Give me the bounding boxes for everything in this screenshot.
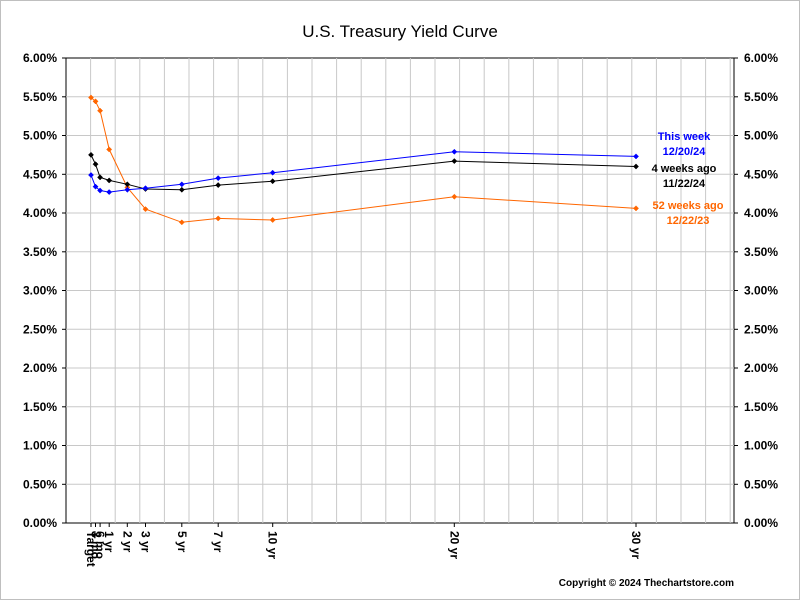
left-y-tick-label: 0.00% [23, 516, 57, 530]
legend-4-weeks-ago-name: 4 weeks ago [652, 163, 717, 175]
x-tick-label: 10 yr [266, 531, 280, 559]
right-y-tick-label: 4.00% [744, 206, 778, 220]
point-52-weeks-ago-5 [142, 206, 149, 213]
legend-52-weeks-ago-date: 12/22/23 [667, 215, 710, 227]
x-tick-label: 20 yr [447, 531, 461, 559]
left-y-tick-label: 2.50% [23, 322, 57, 336]
point-52-weeks-ago-6 [178, 219, 185, 226]
point-4-weeks-ago-6 [178, 186, 185, 193]
right-y-tick-label: 6.00% [744, 51, 778, 65]
point-this-week-2 [97, 187, 104, 194]
right-y-tick-label: 4.50% [744, 167, 778, 181]
point-52-weeks-ago-0 [88, 94, 94, 101]
point-this-week-1 [92, 183, 99, 190]
x-tick-label: 7 yr [211, 531, 225, 553]
x-tick-label: Target [84, 531, 98, 567]
right-y-tick-label: 1.00% [744, 439, 778, 453]
point-this-week-8 [269, 169, 276, 176]
point-52-weeks-ago-10 [633, 205, 639, 212]
point-4-weeks-ago-8 [269, 178, 276, 185]
left-y-tick-label: 3.50% [23, 245, 57, 259]
point-4-weeks-ago-7 [215, 182, 222, 189]
x-tick-label: 30 yr [629, 531, 643, 559]
point-4-weeks-ago-1 [92, 161, 99, 168]
point-this-week-7 [215, 175, 222, 182]
left-y-tick-label: 4.50% [23, 167, 57, 181]
x-tick-label: 3 yr [139, 531, 153, 553]
left-y-tick-label: 0.50% [23, 477, 57, 491]
left-y-tick-label: 5.50% [23, 90, 57, 104]
left-y-tick-label: 5.00% [23, 129, 57, 143]
right-y-tick-label: 3.00% [744, 284, 778, 298]
point-52-weeks-ago-9 [451, 193, 458, 200]
point-4-weeks-ago-3 [106, 177, 113, 184]
point-4-weeks-ago-10 [633, 163, 639, 170]
point-this-week-10 [633, 153, 639, 160]
x-tick-label: 3 mo [89, 531, 103, 559]
grid-layer [65, 57, 735, 524]
left-y-tick-label: 1.00% [23, 439, 57, 453]
point-52-weeks-ago-7 [215, 215, 222, 222]
right-y-tick-label: 2.00% [744, 361, 778, 375]
legend-4-weeks-ago-date: 11/22/24 [663, 178, 706, 190]
point-52-weeks-ago-8 [269, 217, 276, 223]
chart-title: U.S. Treasury Yield Curve [302, 22, 498, 41]
right-y-tick-label: 5.50% [744, 90, 778, 104]
right-y-axis: 0.00% 0.50% 1.00% 1.50% 2.00% 2.50% 3.00% 3.50%… [734, 51, 778, 530]
left-y-tick-label: 6.00% [23, 51, 57, 65]
left-y-axis: 0.00% 0.50% 1.00% 1.50% 2.00% 2.50% 3.00% 3.50%… [23, 51, 66, 530]
x-tick-label: 1 yr [102, 531, 116, 553]
right-y-tick-label: 3.50% [744, 245, 778, 259]
right-y-tick-label: 2.50% [744, 322, 778, 336]
point-this-week-3 [106, 189, 113, 196]
x-tick-label: 5 yr [175, 531, 189, 553]
point-52-weeks-ago-3 [106, 146, 113, 153]
legend-this-week-date: 12/20/24 [663, 146, 707, 158]
left-y-tick-label: 4.00% [23, 206, 57, 220]
legend-52-weeks-ago-name: 52 weeks ago [653, 200, 724, 212]
point-this-week-4 [124, 186, 131, 193]
point-this-week-9 [451, 148, 458, 155]
point-4-weeks-ago-9 [451, 158, 458, 165]
left-y-tick-label: 2.00% [23, 361, 57, 375]
series-legend: This week 12/20/24 4 weeks ago 11/22/24 … [652, 131, 724, 227]
right-y-tick-label: 0.50% [744, 477, 778, 491]
left-y-tick-label: 3.00% [23, 284, 57, 298]
x-tick-label: 6 mo [93, 531, 107, 559]
right-y-tick-label: 1.50% [744, 400, 778, 414]
left-y-tick-label: 1.50% [23, 400, 57, 414]
point-4-weeks-ago-2 [97, 174, 104, 181]
right-y-tick-label: 5.00% [744, 129, 778, 143]
point-this-week-6 [178, 181, 185, 188]
x-tick-label: 2 yr [120, 531, 134, 553]
point-52-weeks-ago-2 [97, 107, 104, 114]
point-4-weeks-ago-0 [88, 151, 94, 158]
copyright-notice: Copyright © 2024 Thechartstore.com [559, 578, 734, 589]
point-this-week-5 [142, 185, 149, 192]
point-52-weeks-ago-1 [92, 98, 99, 105]
right-y-tick-label: 0.00% [744, 516, 778, 530]
point-this-week-0 [88, 172, 94, 178]
legend-this-week-name: This week [658, 131, 711, 143]
series-layer [88, 94, 639, 226]
